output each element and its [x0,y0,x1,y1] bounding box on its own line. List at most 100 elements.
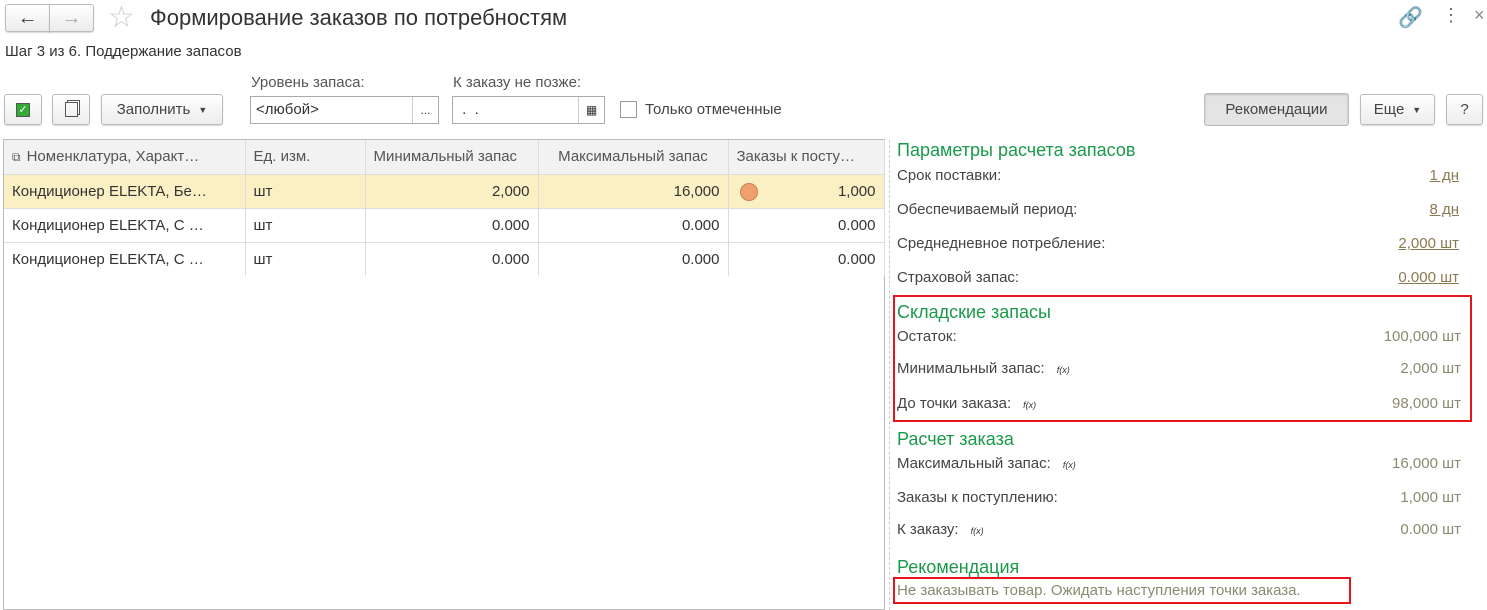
formula-icon[interactable]: f(x) [1023,400,1037,410]
stock-value: 2,000 шт [1400,360,1461,377]
param-link[interactable]: 1 дн [1429,167,1459,184]
fill-button[interactable]: Заполнить ▼ [101,94,223,125]
cell-max: 0.000 [538,208,729,242]
link-icon[interactable]: 🔗 [1398,7,1423,29]
params-title: Параметры расчета запасов [897,140,1136,160]
forward-button[interactable]: → [49,4,94,32]
uncheck-all-button[interactable] [52,94,90,125]
back-button[interactable]: ← [5,4,50,32]
calc-value: 1,000 шт [1400,489,1461,506]
stock-level-field[interactable]: <любой>... [250,96,439,124]
page-title: Формирование заказов по потребностям [150,5,568,30]
dropdown-icon: ▼ [198,104,208,115]
column-header-unit[interactable]: Ед. изм. [245,140,366,175]
calc-row: Заказы к поступлению: 1,000 шт [897,489,1461,506]
cell-unit: шт [245,242,366,276]
cell-orders: 1,000 [728,174,885,208]
cell-orders: 0.000 [728,208,885,242]
cell-min: 0.000 [365,208,539,242]
stock-label: До точки заказа: [897,395,1012,412]
check-all-button[interactable]: ✓ [4,94,42,125]
stock-level-value: <любой> [256,101,319,118]
dropdown-icon: ▼ [1412,104,1422,115]
hierarchy-icon: ⧉ [12,150,21,165]
column-header-name[interactable]: ⧉ Номенклатура, Характ… [4,140,246,175]
order-by-label: К заказу не позже: [453,74,582,91]
calendar-icon[interactable]: ▦ [578,97,604,123]
column-header-max[interactable]: Максимальный запас [538,140,729,175]
formula-icon[interactable]: f(x) [1056,365,1070,375]
help-button[interactable]: ? [1446,94,1483,125]
param-row: Обеспечиваемый период: 8 дн [897,201,1459,218]
check-all-icon: ✓ [16,102,30,117]
calc-value: 16,000 шт [1392,455,1461,472]
arrow-right-icon: → [61,6,82,29]
formula-icon[interactable]: f(x) [1062,460,1076,470]
stock-title: Складские запасы [897,302,1051,322]
select-button[interactable]: ... [412,97,438,123]
table-row[interactable]: Кондиционер ELEKTA, С … шт 0.000 0.000 0… [4,208,885,242]
close-icon[interactable]: × [1474,5,1485,25]
param-label: Страховой запас: [897,269,1020,286]
stock-value: 100,000 шт [1383,328,1461,345]
status-dot-icon [739,182,758,201]
recommendations-label: Рекомендации [1225,101,1328,118]
only-marked-label[interactable]: Только отмеченные [645,101,782,118]
recommendations-button[interactable]: Рекомендации [1204,93,1349,126]
param-link[interactable]: 0.000 шт [1398,269,1459,286]
param-label: Обеспечиваемый период: [897,201,1078,218]
calc-label: К заказу: [897,521,959,538]
orders-value: 1,000 [837,182,876,200]
calc-value: 0.000 шт [1400,521,1461,538]
param-row: Среднедневное потребление: 2,000 шт [897,235,1459,252]
param-link[interactable]: 8 дн [1429,201,1459,218]
column-header-min[interactable]: Минимальный запас [365,140,539,175]
stock-label: Минимальный запас: [897,360,1045,377]
order-by-value: . . [458,101,484,118]
table-row[interactable]: Кондиционер ELEKTA, С … шт 0.000 0.000 0… [4,242,885,276]
fill-label: Заполнить [116,101,191,118]
panel-divider[interactable] [889,140,890,610]
more-vert-icon[interactable]: ⋮ [1442,5,1460,25]
formula-icon[interactable]: f(x) [970,526,984,536]
cell-min: 2,000 [365,174,539,208]
order-by-date-field[interactable]: . . ▦ [452,96,605,124]
recommendation-highlight-box [893,577,1351,604]
cell-name: Кондиционер ELEKTA, С … [4,242,246,276]
cell-max: 0.000 [538,242,729,276]
param-label: Срок поставки: [897,167,1002,184]
only-marked-checkbox[interactable] [620,101,637,118]
calc-row: К заказу: f(x) 0.000 шт [897,521,1461,538]
stock-level-label: Уровень запаса: [251,74,365,91]
param-label: Среднедневное потребление: [897,235,1106,252]
more-button[interactable]: Еще ▼ [1360,94,1435,125]
copy-icon [64,102,78,117]
stock-row: Минимальный запас: f(x) 2,000 шт [897,360,1461,377]
param-row: Страховой запас: 0.000 шт [897,269,1459,286]
stock-row: Остаток: 100,000 шт [897,328,1461,345]
param-row: Срок поставки: 1 дн [897,167,1459,184]
help-label: ? [1460,101,1469,118]
cell-orders: 0.000 [728,242,885,276]
step-label: Шаг 3 из 6. Поддержание запасов [5,43,242,60]
cell-unit: шт [245,208,366,242]
column-header-orders[interactable]: Заказы к посту… [728,140,885,175]
column-label: Номенклатура, Характ… [26,148,200,166]
more-label: Еще [1373,101,1405,118]
cell-name: Кондиционер ELEKTA, Бе… [4,174,246,208]
cell-name: Кондиционер ELEKTA, С … [4,208,246,242]
recommendation-title: Рекомендация [897,557,1020,577]
table-header: ⧉ Номенклатура, Характ… Ед. изм. Минималь… [4,140,885,175]
favorite-star-icon[interactable]: ☆ [108,1,135,34]
cell-max: 16,000 [538,174,729,208]
items-table: ⧉ Номенклатура, Характ… Ед. изм. Минималь… [4,140,885,276]
stock-value: 98,000 шт [1392,395,1461,412]
recommendation-text: Не заказывать товар. Ожидать наступления… [897,582,1301,599]
stock-row: До точки заказа: f(x) 98,000 шт [897,395,1461,412]
table-row[interactable]: Кондиционер ELEKTA, Бе… шт 2,000 16,000 … [4,174,885,208]
calc-title: Расчет заказа [897,429,1014,449]
calc-label: Максимальный запас: [897,455,1051,472]
param-link[interactable]: 2,000 шт [1398,235,1459,252]
stock-highlight-box [893,295,1472,422]
stock-label: Остаток: [897,328,957,345]
